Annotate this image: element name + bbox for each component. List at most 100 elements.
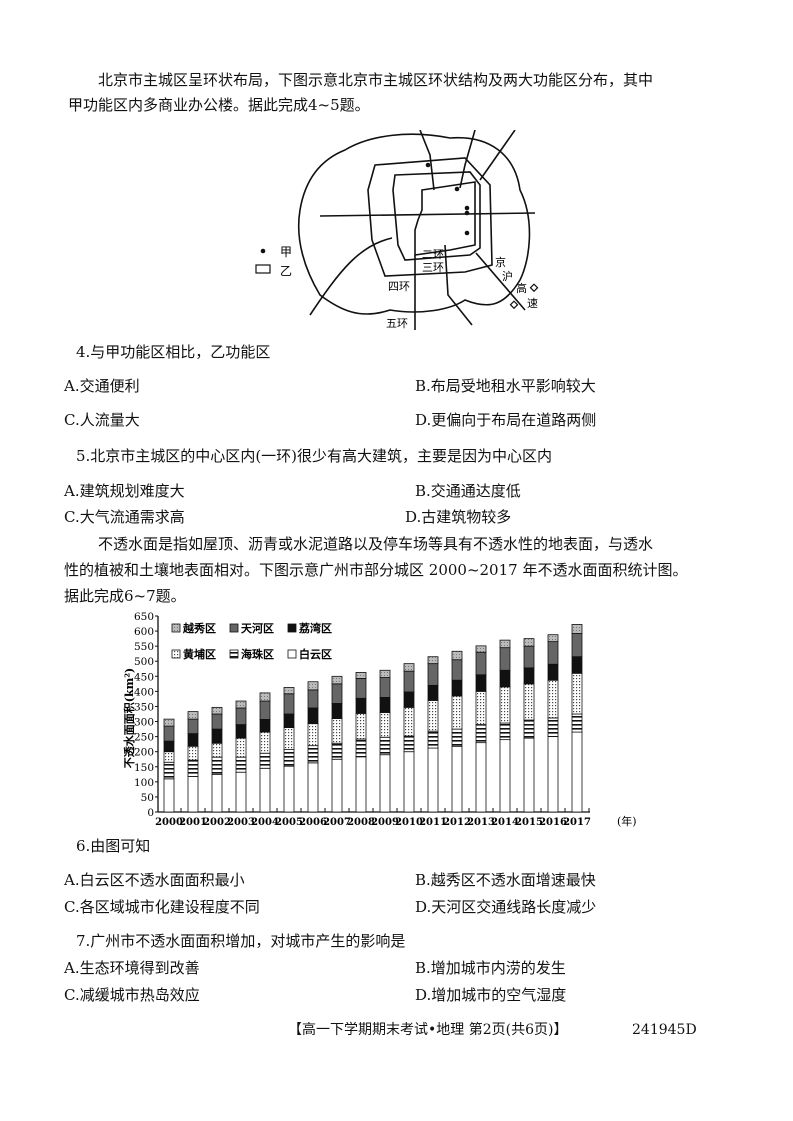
bar-黄埔区-2005 bbox=[283, 727, 295, 750]
bar-海珠区-2006 bbox=[307, 745, 319, 764]
bar-白云区-2014 bbox=[499, 739, 511, 813]
bar-白云区-2016 bbox=[547, 736, 559, 813]
legend-swatch-黄埔区 bbox=[171, 649, 181, 659]
q4-option-a[interactable]: A.交通便利 bbox=[64, 377, 140, 395]
east-west-road bbox=[319, 212, 536, 217]
y-tick-label: 150 bbox=[134, 762, 154, 774]
bar-海珠区-2008 bbox=[355, 738, 367, 758]
bar-白云区-2006 bbox=[307, 762, 319, 813]
bar-天河区-2000 bbox=[163, 725, 175, 742]
intro2-line2: 性的植被和土壤地表面相对。下图示意广州市部分城区 2000~2017 年不透水面… bbox=[64, 561, 688, 579]
q7-option-d[interactable]: D.增加城市的空气湿度 bbox=[415, 986, 567, 1004]
bar-荔湾区-2005 bbox=[283, 713, 295, 728]
q5-option-b[interactable]: B.交通通达度低 bbox=[415, 482, 521, 500]
x-tick-label: 2007 bbox=[323, 817, 351, 828]
bar-白云区-2009 bbox=[379, 754, 391, 813]
y-tick-label: 500 bbox=[134, 656, 154, 668]
bar-越秀区-2010 bbox=[403, 663, 415, 672]
y-tick-label: 0 bbox=[147, 807, 154, 819]
bar-海珠区-2005 bbox=[283, 749, 295, 767]
bar-海珠区-2016 bbox=[547, 717, 559, 738]
q7-option-a[interactable]: A.生态环境得到改善 bbox=[64, 959, 200, 977]
legend-label: 荔湾区 bbox=[298, 621, 332, 635]
legend-yi: 乙 bbox=[280, 264, 292, 278]
bar-荔湾区-2011 bbox=[427, 684, 439, 701]
x-axis-label: (年) bbox=[617, 814, 637, 828]
q7-stem: 7.广州市不透水面面积增加，对城市产生的影响是 bbox=[76, 932, 406, 950]
bar-越秀区-2006 bbox=[307, 681, 319, 691]
q6-stem: 6.由图可知 bbox=[76, 837, 151, 855]
bar-海珠区-2017 bbox=[571, 713, 583, 733]
bar-黄埔区-2012 bbox=[451, 695, 463, 730]
q5-option-a[interactable]: A.建筑规划难度大 bbox=[64, 482, 185, 500]
x-tick-label: 2000 bbox=[155, 817, 183, 828]
bar-天河区-2008 bbox=[355, 678, 367, 699]
legend-label: 海珠区 bbox=[241, 647, 274, 661]
bar-白云区-2012 bbox=[451, 745, 463, 813]
x-tick-label: 2005 bbox=[275, 817, 303, 828]
bar-荔湾区-2001 bbox=[187, 733, 199, 747]
bar-荔湾区-2014 bbox=[499, 669, 511, 688]
y-tick-label: 550 bbox=[134, 641, 154, 653]
label-ring5: 五环 bbox=[386, 317, 408, 330]
bar-海珠区-2002 bbox=[211, 756, 223, 775]
q7-option-c[interactable]: C.减缓城市热岛效应 bbox=[64, 986, 200, 1004]
bar-海珠区-2015 bbox=[523, 719, 535, 739]
bar-黄埔区-2007 bbox=[331, 718, 343, 744]
x-tick-label: 2015 bbox=[515, 817, 543, 828]
bar-海珠区-2014 bbox=[499, 722, 511, 741]
y-tick-label: 200 bbox=[134, 747, 154, 759]
bar-白云区-2005 bbox=[283, 765, 295, 813]
bar-越秀区-2000 bbox=[163, 718, 175, 727]
bar-天河区-2011 bbox=[427, 663, 439, 686]
bar-荔湾区-2004 bbox=[259, 719, 271, 733]
ring3 bbox=[392, 171, 481, 261]
bar-荔湾区-2008 bbox=[355, 697, 367, 714]
bar-黄埔区-2010 bbox=[403, 706, 415, 737]
x-tick-label: 2017 bbox=[563, 817, 591, 828]
bar-海珠区-2003 bbox=[235, 756, 247, 773]
intro2-line1: 不透水面是指如屋顶、沥青或水泥道路以及停车场等具有不透水性的地表面，与透水 bbox=[98, 535, 654, 553]
bar-白云区-2004 bbox=[259, 767, 271, 813]
bar-荔湾区-2017 bbox=[571, 656, 583, 674]
bar-白云区-2003 bbox=[235, 771, 247, 813]
q5-option-c[interactable]: C.大气流通需求高 bbox=[64, 508, 185, 526]
q6-option-c[interactable]: C.各区域城市化建设程度不同 bbox=[64, 898, 260, 916]
q4-stem: 4.与甲功能区相比，乙功能区 bbox=[76, 343, 271, 361]
bar-黄埔区-2009 bbox=[379, 712, 391, 738]
bar-黄埔区-2000 bbox=[163, 751, 175, 763]
bar-海珠区-2004 bbox=[259, 752, 271, 769]
legend-swatch-荔湾区 bbox=[287, 623, 297, 633]
bar-天河区-2007 bbox=[331, 683, 343, 704]
bar-越秀区-2001 bbox=[187, 711, 199, 720]
q6-option-b[interactable]: B.越秀区不透水面增速最快 bbox=[415, 871, 596, 889]
q6-option-a[interactable]: A.白云区不透水面面积最小 bbox=[64, 871, 245, 889]
q5-option-d[interactable]: D.古建筑物较多 bbox=[405, 508, 512, 526]
bar-天河区-2014 bbox=[499, 647, 511, 671]
q4-option-c[interactable]: C.人流量大 bbox=[64, 411, 140, 429]
bar-白云区-2011 bbox=[427, 747, 439, 813]
q4-option-b[interactable]: B.布局受地租水平影响较大 bbox=[415, 377, 596, 395]
y-tick-label: 450 bbox=[134, 671, 154, 683]
legend-rect-icon bbox=[255, 264, 271, 274]
bar-白云区-2010 bbox=[403, 751, 415, 813]
bar-越秀区-2015 bbox=[523, 638, 535, 647]
bar-白云区-2002 bbox=[211, 773, 223, 813]
bar-天河区-2005 bbox=[283, 693, 295, 715]
label-highway-2: 沪 bbox=[502, 269, 513, 283]
bar-荔湾区-2013 bbox=[475, 674, 487, 692]
bar-黄埔区-2017 bbox=[571, 672, 583, 715]
legend-label: 白云区 bbox=[299, 647, 332, 661]
bar-天河区-2002 bbox=[211, 713, 223, 730]
bar-天河区-2015 bbox=[523, 645, 535, 669]
bar-黄埔区-2002 bbox=[211, 742, 223, 758]
q4-option-d[interactable]: D.更偏向于布局在道路两侧 bbox=[415, 411, 597, 429]
legend-label: 天河区 bbox=[241, 621, 274, 635]
footer-code: 241945D bbox=[632, 1022, 697, 1038]
bar-越秀区-2002 bbox=[211, 706, 223, 715]
bar-海珠区-2013 bbox=[475, 724, 487, 744]
bar-越秀区-2014 bbox=[499, 639, 511, 649]
q6-option-d[interactable]: D.天河区交通线路长度减少 bbox=[415, 898, 597, 916]
q7-option-b[interactable]: B.增加城市内涝的发生 bbox=[415, 959, 566, 977]
label-highway-4: 速 bbox=[527, 297, 538, 310]
